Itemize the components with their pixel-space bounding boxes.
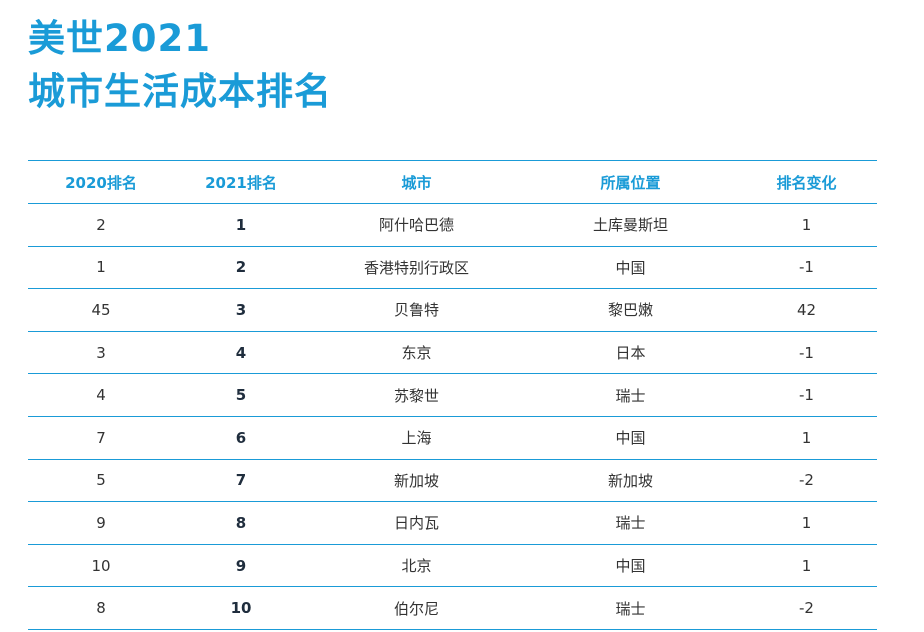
cell-rank-2021: 7 [235,471,247,490]
cell-city: 东京 [401,344,432,363]
title-line-1: 美世2021 [28,17,211,60]
cell-rank-2021: 10 [230,599,252,618]
header-rank-2021: 2021排名 [205,173,277,192]
cell-city: 日内瓦 [393,514,439,533]
cell-city: 苏黎世 [393,386,439,405]
table-header: 2020排名 2021排名 城市 所属位置 排名变化 [28,160,877,204]
cell-city: 伯尔尼 [393,599,439,618]
table-row: 9 8 日内瓦 瑞士 1 [28,502,877,545]
cell-rank-2021: 3 [235,300,247,319]
cell-location: 中国 [615,258,646,277]
cell-rank-2020: 8 [96,599,106,618]
ranking-table: 2020排名 2021排名 城市 所属位置 排名变化 2 1 阿什哈巴德 土库曼… [28,160,877,630]
table-row: 1 2 香港特别行政区 中国 -1 [28,246,877,289]
cell-rank-2021: 1 [235,215,247,234]
cell-rank-2021: 9 [235,556,247,575]
cell-rank-change: -2 [799,599,814,618]
header-rank-2020: 2020排名 [65,173,137,192]
header-city: 城市 [401,173,432,192]
cell-rank-change: -1 [799,258,814,277]
cell-city: 上海 [401,429,432,448]
cell-location: 日本 [615,344,646,363]
cell-rank-change: 42 [796,300,817,319]
cell-rank-2021: 6 [235,428,247,447]
cell-location: 瑞士 [615,386,646,405]
cell-rank-2020: 2 [96,215,106,234]
cell-rank-2020: 7 [96,428,106,447]
cell-rank-2020: 5 [96,471,106,490]
cell-rank-change: 1 [801,556,812,575]
cell-location: 中国 [615,557,646,576]
cell-city: 新加坡 [393,471,439,490]
cell-city: 阿什哈巴德 [378,216,454,235]
cell-rank-2020: 3 [96,343,106,362]
cell-rank-2021: 2 [235,258,247,277]
cell-city: 香港特别行政区 [363,258,469,277]
cell-rank-2021: 5 [235,386,247,405]
cell-rank-2021: 8 [235,513,247,532]
header-rank-change: 排名变化 [776,173,837,192]
header-location: 所属位置 [600,173,661,192]
cell-rank-2020: 45 [91,300,111,319]
table-row: 45 3 贝鲁特 黎巴嫩 42 [28,289,877,332]
cell-rank-change: 1 [801,428,812,447]
table-row: 3 4 东京 日本 -1 [28,331,877,374]
cell-rank-change: -1 [799,386,814,405]
cell-rank-change: 1 [801,513,812,532]
cell-location: 瑞士 [615,514,646,533]
cell-city: 北京 [401,557,432,576]
cell-location: 瑞士 [615,599,646,618]
table-row: 4 5 苏黎世 瑞士 -1 [28,374,877,417]
cell-rank-2020: 9 [96,513,106,532]
cell-rank-2020: 10 [91,556,111,575]
cell-location: 中国 [615,429,646,448]
header-row: 2020排名 2021排名 城市 所属位置 排名变化 [28,160,877,204]
cell-location: 黎巴嫩 [607,301,653,320]
cell-rank-2020: 4 [96,386,106,405]
table-row: 5 7 新加坡 新加坡 -2 [28,459,877,502]
cell-rank-change: -1 [799,343,814,362]
table-row: 2 1 阿什哈巴德 土库曼斯坦 1 [28,204,877,247]
cell-rank-change: 1 [801,215,812,234]
table-row: 8 10 伯尔尼 瑞士 -2 [28,587,877,630]
table-row: 7 6 上海 中国 1 [28,416,877,460]
cell-location: 新加坡 [607,471,653,490]
cell-city: 贝鲁特 [393,301,439,320]
title-line-2: 城市生活成本排名 [28,70,332,113]
page-title: 美世2021 城市生活成本排名 [28,12,332,118]
cell-rank-2021: 4 [235,343,247,362]
table-row: 10 9 北京 中国 1 [28,544,877,587]
cell-rank-change: -2 [799,471,814,490]
cell-rank-2020: 1 [96,258,106,277]
table-body: 2 1 阿什哈巴德 土库曼斯坦 1 1 2 香港特别行政区 中国 -1 45 3… [28,204,877,630]
cell-location: 土库曼斯坦 [592,216,668,235]
